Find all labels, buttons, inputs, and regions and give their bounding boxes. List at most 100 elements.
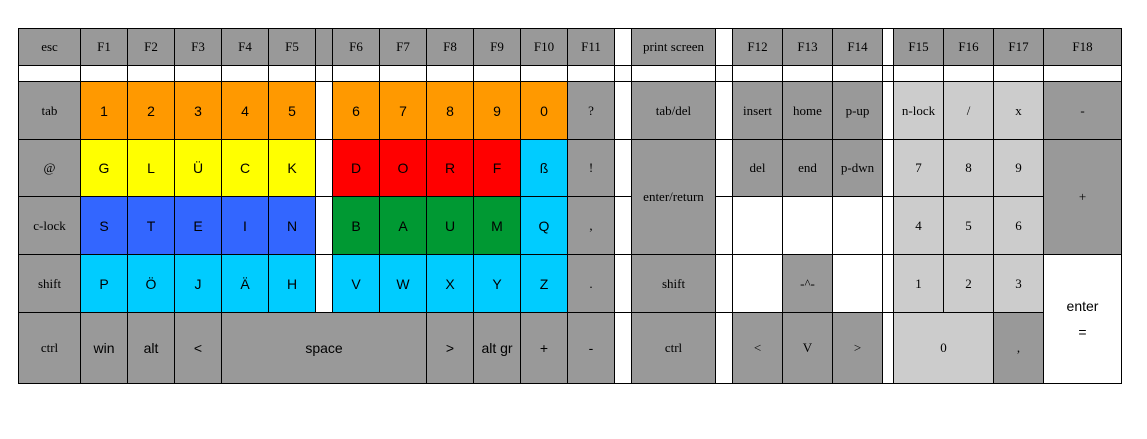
key-arrow-down: V <box>782 312 833 384</box>
separator-cell <box>614 196 632 255</box>
key-alt-gr: alt gr <box>473 312 521 384</box>
separator-cell <box>882 28 894 66</box>
key-f1: F1 <box>80 28 128 66</box>
gap-cell <box>315 196 333 255</box>
key-tab: tab <box>18 81 81 140</box>
key-w: W <box>379 254 427 313</box>
key-num-1: 1 <box>893 254 944 313</box>
key-1: 1 <box>80 81 128 140</box>
key-f4: F4 <box>221 28 269 66</box>
gap-cell <box>315 28 333 66</box>
key-f15: F15 <box>893 28 944 66</box>
key-num-comma: , <box>993 312 1044 384</box>
key-v: V <box>332 254 380 313</box>
separator-cell <box>614 28 632 66</box>
separator-cell <box>882 312 894 384</box>
number-row: tab 1 2 3 4 5 6 7 8 9 0 ? tab/del insert… <box>18 81 1122 140</box>
key-f12: F12 <box>732 28 783 66</box>
key-del: del <box>732 139 783 197</box>
key-insert: insert <box>732 81 783 140</box>
separator-cell <box>882 254 894 313</box>
key-shift-left: shift <box>18 254 81 313</box>
key-z: Z <box>520 254 568 313</box>
key-arrow-right: > <box>832 312 883 384</box>
key-at: @ <box>18 139 81 197</box>
key-o-umlaut: Ö <box>127 254 175 313</box>
key-x: X <box>426 254 474 313</box>
key-o: O <box>379 139 427 197</box>
key-f13: F13 <box>782 28 833 66</box>
separator-cell <box>715 196 733 255</box>
key-9: 9 <box>473 81 521 140</box>
separator-cell <box>614 81 632 140</box>
spacer-row <box>18 65 1122 82</box>
separator-cell <box>715 254 733 313</box>
key-a-umlaut: Ä <box>221 254 269 313</box>
key-num-enter: enter = <box>1043 254 1122 384</box>
key-b: B <box>332 196 380 255</box>
num-enter-equals: = <box>1078 324 1087 340</box>
key-page-down: p-dwn <box>832 139 883 197</box>
key-f7: F7 <box>379 28 427 66</box>
key-arrow-up: -^- <box>782 254 833 313</box>
key-p: P <box>80 254 128 313</box>
key-e: E <box>174 196 222 255</box>
key-f3: F3 <box>174 28 222 66</box>
key-h: H <box>268 254 316 313</box>
key-question: ? <box>567 81 615 140</box>
key-8: 8 <box>426 81 474 140</box>
key-l: L <box>127 139 175 197</box>
key-f8: F8 <box>426 28 474 66</box>
key-exclamation: ! <box>567 139 615 197</box>
key-m: M <box>473 196 521 255</box>
key-page-up: p-up <box>832 81 883 140</box>
key-tab-del: tab/del <box>631 81 716 140</box>
key-f9: F9 <box>473 28 521 66</box>
key-k: K <box>268 139 316 197</box>
key-num-4: 4 <box>893 196 944 255</box>
key-f6: F6 <box>332 28 380 66</box>
key-a: A <box>379 196 427 255</box>
key-num-2: 2 <box>943 254 994 313</box>
key-7: 7 <box>379 81 427 140</box>
key-plus: + <box>520 312 568 384</box>
key-q: Q <box>520 196 568 255</box>
key-caps-lock: c-lock <box>18 196 81 255</box>
empty-key <box>782 196 833 255</box>
key-esc: esc <box>18 28 81 66</box>
key-arrow-left: < <box>732 312 783 384</box>
separator-cell <box>715 312 733 384</box>
key-win: win <box>80 312 128 384</box>
key-u: U <box>426 196 474 255</box>
key-j: J <box>174 254 222 313</box>
key-print-screen: print screen <box>631 28 716 66</box>
empty-key <box>832 254 883 313</box>
key-num-lock: n-lock <box>893 81 944 140</box>
key-f11: F11 <box>567 28 615 66</box>
key-num-multiply: x <box>993 81 1044 140</box>
gap-cell <box>315 81 333 140</box>
key-n: N <box>268 196 316 255</box>
key-num-7: 7 <box>893 139 944 197</box>
key-i: I <box>221 196 269 255</box>
key-greater-than: > <box>426 312 474 384</box>
gap-cell <box>315 139 333 197</box>
key-6: 6 <box>332 81 380 140</box>
separator-cell <box>715 139 733 197</box>
key-num-5: 5 <box>943 196 994 255</box>
key-f17: F17 <box>993 28 1044 66</box>
function-key-row: esc F1 F2 F3 F4 F5 F6 F7 F8 F9 F10 F11 p… <box>18 28 1122 66</box>
key-u-umlaut: Ü <box>174 139 222 197</box>
key-ctrl-left: ctrl <box>18 312 81 384</box>
key-shift-right: shift <box>631 254 716 313</box>
key-5: 5 <box>268 81 316 140</box>
key-4: 4 <box>221 81 269 140</box>
key-f5: F5 <box>268 28 316 66</box>
home-upper-row: @ G L Ü C K D O R F ß ! enter/return del… <box>18 139 1122 255</box>
separator-cell <box>715 81 733 140</box>
num-enter-label: enter <box>1066 298 1099 314</box>
key-sharp-s: ß <box>520 139 568 197</box>
key-c: C <box>221 139 269 197</box>
key-num-9: 9 <box>993 139 1044 197</box>
key-t: T <box>127 196 175 255</box>
